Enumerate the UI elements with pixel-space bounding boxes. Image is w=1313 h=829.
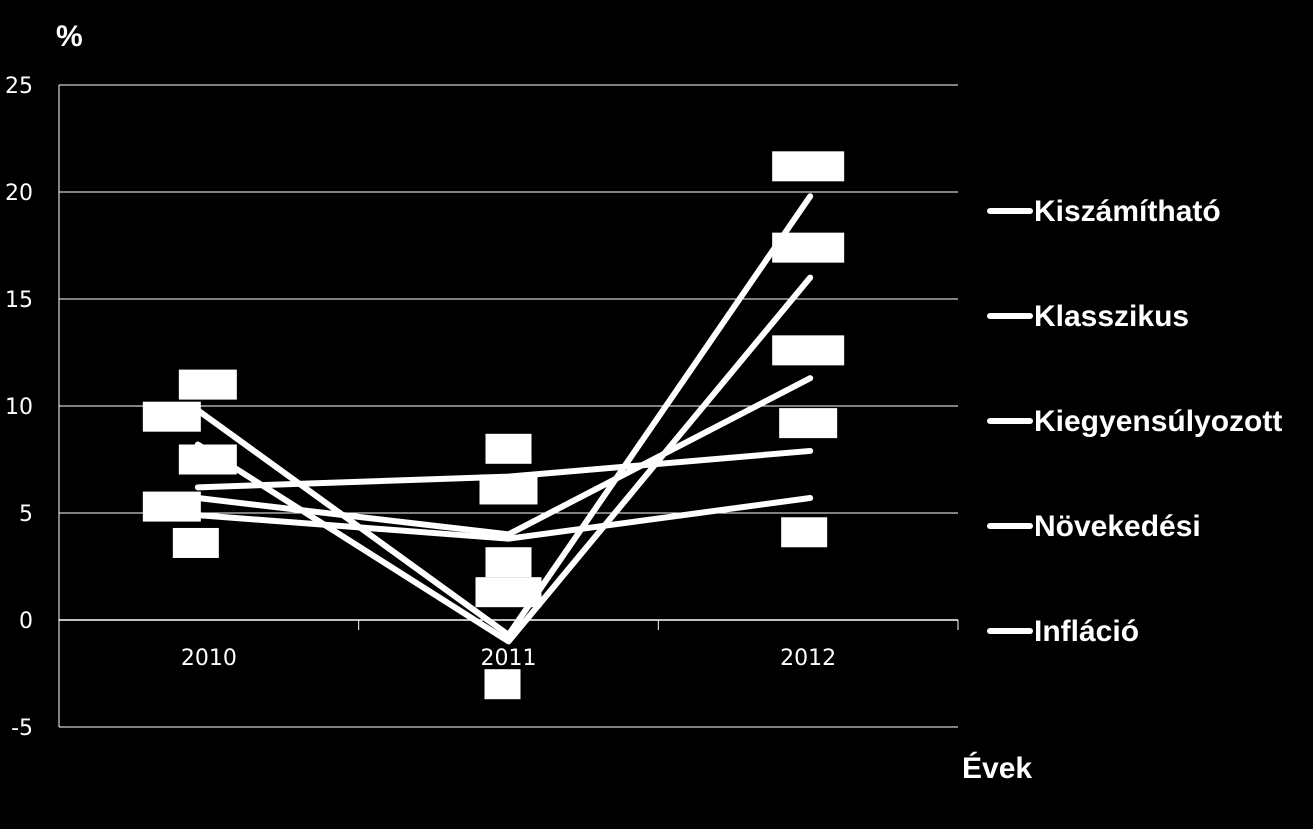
data-label-box — [178, 369, 237, 400]
data-label-box — [172, 527, 219, 558]
y-tick-label: 10 — [5, 395, 33, 420]
y-tick-label: 15 — [5, 288, 33, 313]
x-axis-title: Évek — [962, 751, 1032, 785]
series-lines — [194, 193, 814, 645]
series-line — [194, 375, 814, 538]
y-tick-label: 20 — [5, 181, 33, 206]
legend: Kiszámítható Klasszikus Kiegyensúlyozott Nö… — [987, 195, 1282, 648]
series-line — [194, 447, 814, 491]
data-label-box — [142, 401, 201, 432]
data-label-box — [485, 433, 532, 464]
data-label-boxes — [142, 151, 845, 700]
tick-labels: -5 0 5 10 15 20 25 2010 2011 2012 — [5, 74, 836, 741]
data-label-box — [772, 335, 845, 366]
axes — [58, 85, 959, 727]
data-label-box — [142, 491, 201, 522]
legend-label: Infláció — [1034, 615, 1139, 648]
legend-label: Klasszikus — [1034, 300, 1189, 333]
data-label-box — [779, 408, 838, 439]
y-axis-title: % — [56, 20, 83, 53]
data-label-box — [772, 151, 845, 182]
y-tick-label: -5 — [11, 716, 33, 741]
data-label-box — [484, 669, 521, 700]
legend-label: Kiegyensúlyozott — [1034, 405, 1282, 438]
legend-label: Kiszámítható — [1034, 195, 1221, 228]
legend-label: Növekedési — [1034, 510, 1201, 543]
y-tick-label: 25 — [5, 74, 33, 99]
y-tick-label: 5 — [19, 502, 33, 527]
data-label-box — [485, 547, 532, 578]
data-label-box — [781, 517, 828, 548]
x-tick-label: 2010 — [181, 646, 237, 671]
y-tick-label: 0 — [19, 609, 33, 634]
series-line — [194, 495, 814, 542]
x-tick-label: 2012 — [780, 646, 836, 671]
x-tick-label: 2011 — [481, 646, 537, 671]
